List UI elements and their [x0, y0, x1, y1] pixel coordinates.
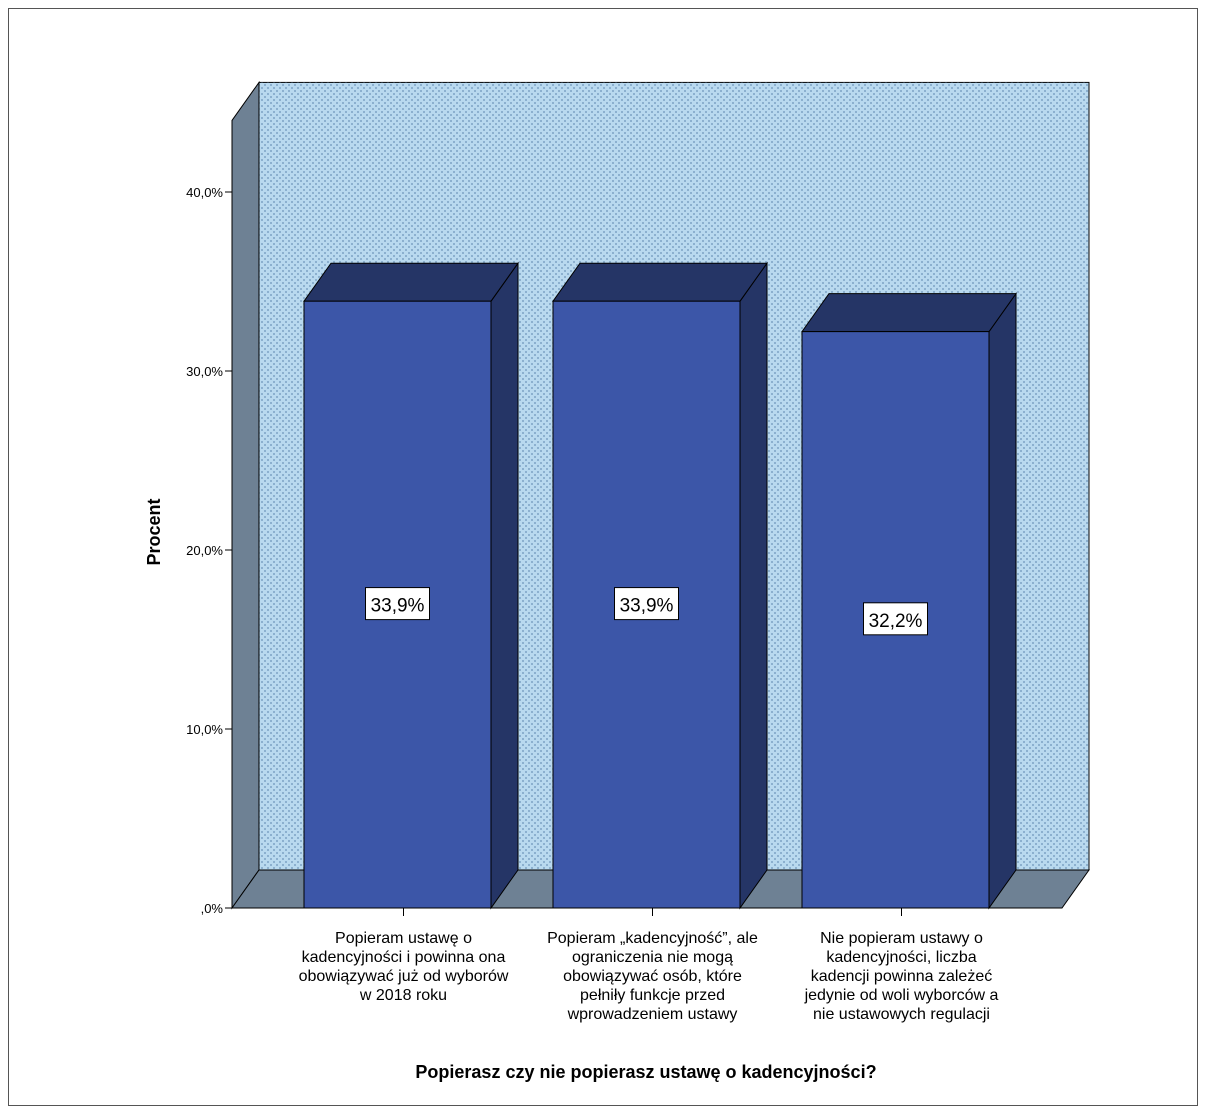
x-category-label: Nie popieram ustawy o kadencyjności, licz…: [804, 930, 999, 1023]
data-label: 33,9%: [620, 596, 674, 617]
x-category-label-line: w 2018 roku: [359, 987, 447, 1004]
x-category-label-line: obowiązywać już od wyborów: [299, 968, 509, 985]
x-category-label-line: kadencyjności, liczba: [826, 949, 976, 966]
bar-top: [552, 262, 768, 302]
x-category-label: Popieram ustawę o kadencyjności i powinna…: [299, 930, 509, 1004]
y-tick-label: 40,0%: [186, 185, 223, 200]
bar-side: [490, 261, 519, 910]
side-wall: [231, 80, 260, 910]
x-category-label-line: wprowadzeniem ustawy: [567, 1006, 738, 1023]
x-category-label-line: Nie popieram ustawy o: [820, 930, 983, 947]
x-category-label-line: nie ustawowych regulacji: [813, 1006, 990, 1023]
y-tick-label: 30,0%: [186, 364, 223, 379]
x-category-label-line: Popieram ustawę o: [335, 930, 472, 947]
x-category-label-line: Popieram „kadencyjność”, ale: [547, 930, 758, 947]
data-label-box: [365, 587, 430, 621]
x-category-label-line: ograniczenia nie mogą: [572, 949, 733, 966]
x-category-label-line: pełniły funkcje przed: [580, 987, 725, 1004]
x-category-label-line: jedynie od woli wyborców a: [804, 987, 999, 1004]
bar-side: [739, 261, 768, 910]
data-label: 33,9%: [371, 596, 425, 617]
bar-side: [988, 292, 1017, 910]
x-category-label-line: obowiązywać osób, które: [563, 968, 742, 985]
x-category-label-line: kadencyjności i powinna ona: [302, 949, 506, 966]
y-axis-title: Procent: [144, 498, 164, 565]
bar-top: [303, 262, 519, 302]
x-category-label-line: kadencji powinna zależeć: [811, 968, 992, 985]
data-label-box: [614, 587, 679, 621]
data-label-box: [863, 602, 928, 636]
data-label: 32,2%: [869, 611, 923, 632]
bar-top: [801, 293, 1017, 333]
x-category-label: Popieram „kadencyjność”, ale ograniczenia…: [547, 930, 758, 1023]
y-tick-label: 10,0%: [186, 722, 223, 737]
y-tick-label: 20,0%: [186, 543, 223, 558]
y-tick-label: ,0%: [201, 901, 224, 916]
x-axis-title: Popierasz czy nie popierasz ustawę o kad…: [415, 1062, 876, 1082]
